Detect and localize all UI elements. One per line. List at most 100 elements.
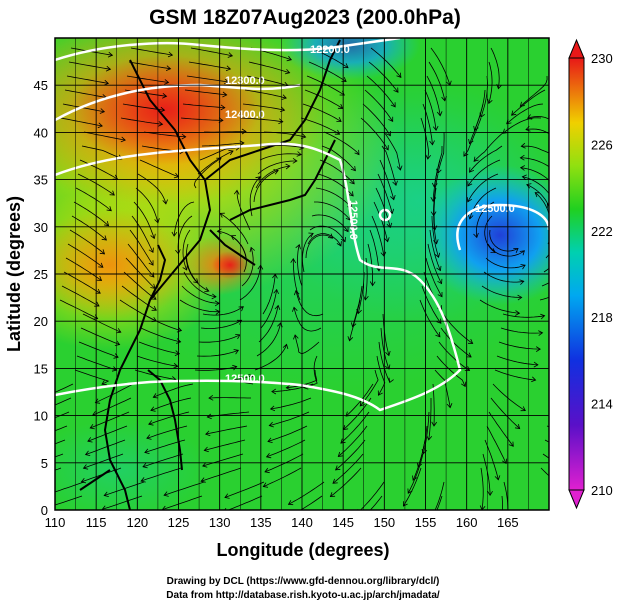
streamline	[330, 467, 362, 497]
streamline-arrow	[101, 380, 107, 386]
streamline	[121, 285, 157, 311]
streamline	[473, 131, 505, 162]
streamline-arrow	[390, 194, 396, 201]
streamline-arrow	[390, 102, 396, 108]
streamline-arrow	[273, 288, 279, 295]
streamline-arrow	[435, 332, 441, 338]
x-axis-label: Longitude (degrees)	[216, 540, 389, 560]
streamline-arrow	[103, 79, 110, 86]
streamline	[440, 327, 472, 358]
streamline-arrow	[437, 292, 443, 298]
streamline	[76, 355, 117, 371]
y-tick-label: 15	[34, 361, 48, 376]
x-tick-label: 155	[415, 515, 437, 530]
streamline	[140, 327, 181, 343]
streamline	[364, 89, 394, 122]
streamline-arrow	[546, 202, 549, 209]
streamline-arrow	[587, 392, 592, 397]
streamline	[360, 481, 385, 510]
streamline-arrow	[142, 462, 148, 469]
streamline	[264, 453, 304, 473]
streamline-arrow	[89, 423, 95, 430]
streamline	[95, 383, 134, 404]
streamline	[102, 495, 143, 510]
streamline-arrow	[469, 167, 475, 173]
streamline-arrow	[594, 329, 599, 334]
streamline-arrow	[487, 490, 493, 497]
streamline	[66, 75, 109, 84]
streamline	[436, 495, 443, 510]
streamline-arrow	[595, 294, 600, 299]
streamline	[253, 170, 279, 203]
streamline-arrow	[174, 350, 181, 356]
streamline-arrow	[227, 52, 234, 58]
streamline	[484, 215, 496, 253]
streamline	[140, 467, 182, 482]
plot-frame	[54, 37, 550, 511]
streamline-arrow	[531, 376, 537, 383]
streamline	[469, 145, 503, 173]
streamline	[139, 159, 179, 178]
streamline-arrow	[290, 258, 297, 264]
streamline-arrow	[152, 393, 158, 399]
y-tick-label: 25	[34, 267, 48, 282]
streamline	[432, 159, 441, 202]
streamline	[246, 75, 289, 86]
streamline-arrow	[496, 84, 502, 90]
streamline-arrow	[473, 156, 479, 162]
streamline-arrow	[116, 328, 122, 334]
streamline-arrow	[460, 381, 467, 388]
x-tick-label: 135	[250, 515, 272, 530]
streamline	[381, 145, 397, 186]
streamline	[467, 173, 499, 202]
streamline	[224, 481, 265, 498]
streamline-arrow	[519, 250, 525, 256]
streamline	[130, 47, 173, 56]
streamline-arrow	[267, 437, 273, 443]
streamline-arrow	[114, 340, 121, 346]
streamline	[311, 214, 349, 232]
streamline	[266, 439, 306, 458]
streamline	[190, 47, 233, 57]
x-tick-label: 145	[332, 515, 354, 530]
streamline	[380, 327, 390, 370]
streamline-arrow	[82, 464, 89, 470]
streamline	[490, 47, 500, 89]
streamline-arrow	[354, 149, 360, 156]
streamline-arrow	[225, 65, 232, 72]
streamline	[501, 495, 503, 510]
streamline	[436, 355, 466, 387]
credit-drawing: Drawing by DCL (https://www.gfd-dennou.o…	[167, 576, 440, 587]
streamline-arrow	[94, 398, 101, 404]
streamline	[204, 439, 246, 451]
streamline	[137, 173, 167, 205]
streamline-arrow	[300, 133, 307, 139]
streamline	[482, 453, 491, 496]
streamline	[481, 285, 522, 298]
streamline	[407, 453, 424, 494]
streamline-arrow	[386, 222, 393, 229]
streamline-arrow	[113, 353, 119, 359]
streamline-arrow	[248, 374, 254, 380]
streamline-arrow	[497, 533, 502, 538]
y-tick-label: 45	[34, 78, 48, 93]
streamline	[142, 313, 182, 331]
colorbar-tick-label: 214	[591, 397, 613, 412]
streamline-arrow	[235, 334, 241, 340]
colorbar-tick-label: 210	[591, 483, 613, 498]
streamline-arrow	[436, 318, 442, 324]
streamline	[173, 201, 195, 237]
streamline-arrow	[473, 232, 479, 239]
streamline	[65, 257, 102, 281]
streamline	[299, 495, 323, 510]
streamline-arrow	[228, 149, 234, 156]
streamline	[202, 453, 244, 467]
streamline	[136, 355, 178, 367]
streamline-arrow	[284, 68, 291, 75]
streamline-arrow	[107, 51, 114, 58]
y-tick-label: 30	[34, 220, 48, 235]
streamline	[180, 117, 223, 121]
streamline	[373, 201, 389, 242]
streamline	[343, 397, 372, 430]
streamline	[520, 75, 548, 107]
